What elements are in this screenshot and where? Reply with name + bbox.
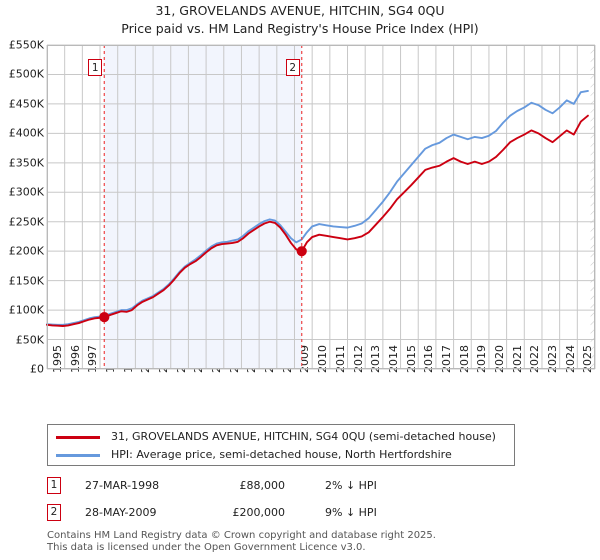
chart-marker-flag-2[interactable]: 2 bbox=[285, 59, 300, 76]
transaction-index-badge: 2 bbox=[47, 504, 61, 521]
transaction-hpi-delta: 9% ↓ HPI bbox=[325, 506, 377, 519]
y-axis-tick-label: £450K bbox=[8, 97, 44, 111]
plot-border bbox=[47, 45, 595, 369]
legend-swatch-hpi bbox=[56, 454, 100, 457]
transaction-date: 28-MAY-2009 bbox=[85, 506, 157, 519]
legend-swatch-price-paid bbox=[56, 436, 100, 439]
future-hatch-region bbox=[590, 45, 595, 369]
y-axis-tick-label: £300K bbox=[8, 185, 44, 199]
transaction-date: 27-MAR-1998 bbox=[85, 479, 160, 492]
transaction-price: £200,000 bbox=[232, 506, 286, 519]
transaction-index-badge: 1 bbox=[47, 477, 61, 494]
chart-marker-flag-1[interactable]: 1 bbox=[88, 59, 103, 76]
chart-title-line1: 31, GROVELANDS AVENUE, HITCHIN, SG4 0QU bbox=[155, 3, 445, 18]
transaction-price: £88,000 bbox=[239, 479, 286, 492]
y-axis-tick-label: £500K bbox=[8, 67, 44, 81]
y-axis-tick-label: £100K bbox=[8, 303, 44, 317]
transaction-hpi-delta: 2% ↓ HPI bbox=[325, 479, 377, 492]
y-axis-tick-label: £0 bbox=[30, 362, 44, 376]
y-axis-tick-label: £350K bbox=[8, 156, 44, 170]
series-lines bbox=[46, 90, 589, 327]
legend-label-hpi: HPI: Average price, semi-detached house,… bbox=[111, 448, 452, 461]
y-axis-tick-label: £550K bbox=[8, 38, 44, 52]
sale-point-markers bbox=[99, 246, 307, 323]
y-axis-tick-label: £250K bbox=[8, 215, 44, 229]
y-axis-tick-label: £50K bbox=[15, 333, 44, 347]
y-axis-tick-label: £150K bbox=[8, 274, 44, 288]
footer-line-licence: This data is licensed under the Open Gov… bbox=[47, 541, 366, 553]
y-axis-tick-label: £400K bbox=[8, 126, 44, 140]
legend: 31, GROVELANDS AVENUE, HITCHIN, SG4 0QU … bbox=[47, 424, 515, 466]
y-axis-tick-label: £200K bbox=[8, 244, 44, 258]
ownership-band bbox=[104, 45, 302, 369]
footer-attribution: Contains HM Land Registry data © Crown c… bbox=[47, 530, 567, 553]
legend-label-price-paid: 31, GROVELANDS AVENUE, HITCHIN, SG4 0QU … bbox=[111, 430, 496, 443]
footer-line-copyright: Contains HM Land Registry data © Crown c… bbox=[47, 530, 436, 541]
chart-subtitle-line2: Price paid vs. HM Land Registry's House … bbox=[121, 21, 479, 36]
